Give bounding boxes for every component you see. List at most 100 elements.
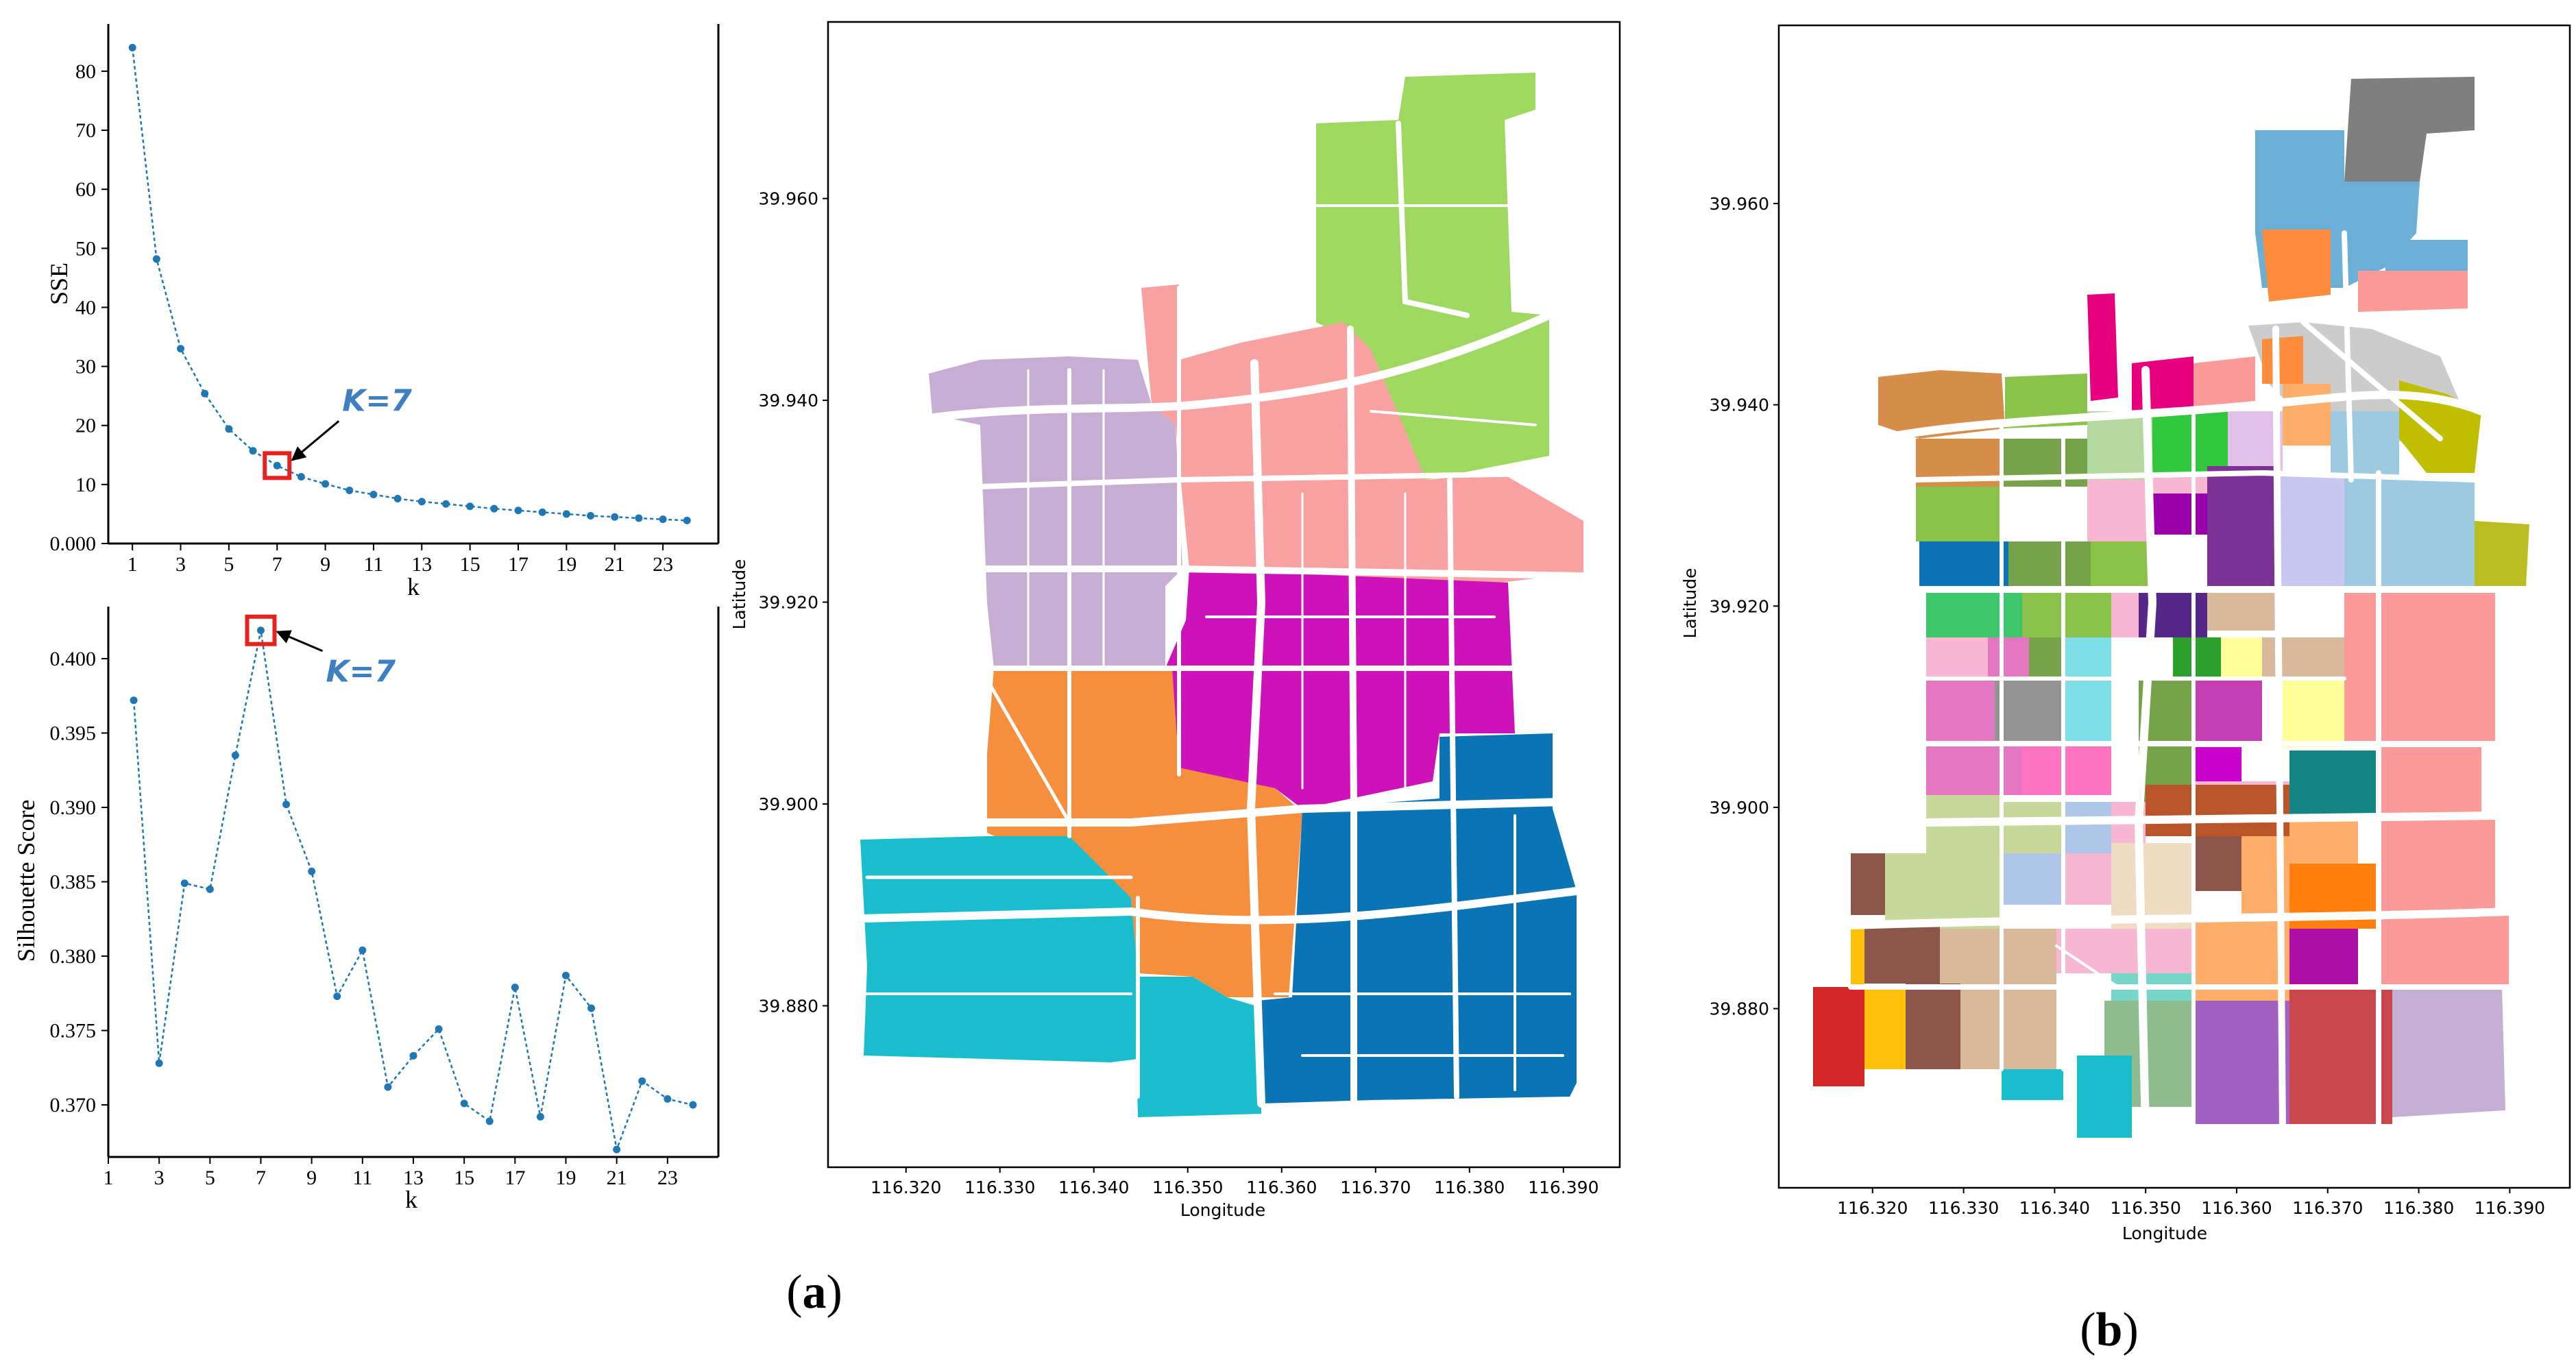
sil-x-tick-label: 19	[556, 1167, 576, 1189]
map-b-district-14	[2087, 411, 2152, 480]
map-b-district-65	[1851, 853, 1885, 915]
sse-data-point	[683, 516, 691, 524]
sil-data-point	[231, 751, 239, 759]
sse-data-point	[369, 491, 378, 499]
sse-y-axis-label: SSE	[45, 263, 73, 305]
map-a-x-tick-label: 116.330	[964, 1178, 1035, 1197]
map-b-district-83	[1864, 987, 1906, 1069]
map-b-district-18	[2331, 411, 2399, 480]
map-b-district-39	[2262, 637, 2344, 679]
sil-x-tick-label: 3	[154, 1167, 165, 1189]
sil-x-axis-label: k	[405, 1186, 417, 1213]
sse-x-tick-label: 23	[653, 553, 673, 576]
map-b: 116.320 116.330 116.340 116.350 116.360 116.3…	[1680, 24, 2571, 1243]
sse-x-tick-label: 3	[175, 553, 186, 576]
sse-data-point	[417, 498, 426, 506]
map-b-district-32	[2207, 589, 2276, 631]
sse-data-point	[538, 508, 546, 516]
sil-y-tick-label: 0.380	[50, 945, 97, 968]
panel-a-label: (a)	[786, 1266, 842, 1319]
map-a-y-tick-label: 39.880	[759, 996, 818, 1016]
sil-data-point	[485, 1117, 494, 1125]
map-b-district-69	[2111, 843, 2194, 929]
map-a-x-tick-label: 116.390	[1528, 1178, 1599, 1197]
map-b-district-88	[2289, 987, 2392, 1124]
map-b-x-tick-label: 116.360	[2201, 1198, 2272, 1218]
sse-data-point	[321, 480, 330, 488]
panel-a-label-letter: a	[803, 1266, 827, 1319]
map-a-district-cyan	[860, 836, 1138, 1062]
map-b-district-73	[1858, 925, 1940, 984]
sse-x-tick-label: 15	[460, 553, 481, 576]
map-b-x-tick-label: 116.330	[1928, 1198, 1999, 1218]
sse-x-axis-label: k	[407, 573, 420, 600]
sse-x-tick-label: 11	[364, 553, 384, 576]
map-b-districts	[1813, 77, 2529, 1138]
sil-data-point	[511, 984, 519, 992]
map-b-x-tick-label: 116.390	[2475, 1198, 2545, 1218]
sse-y-tick-label: 70	[75, 119, 96, 142]
map-b-y-tick-label: 39.920	[1710, 596, 1769, 616]
map-b-district-29	[1919, 541, 2008, 589]
sse-series-line	[131, 47, 688, 522]
map-a-x-tick-label: 116.370	[1340, 1178, 1411, 1197]
silhouette-chart: 1 3 5 7 9 11 13 15 17 19 21 230.3700.3750.3800.3850…	[12, 607, 720, 1213]
map-a-district-green	[1316, 73, 1549, 480]
sse-data-point	[466, 502, 474, 511]
map-b-district-41	[1988, 637, 2029, 679]
sse-data-point	[177, 345, 185, 353]
sil-data-point	[638, 1077, 646, 1085]
map-b-district-89	[2392, 987, 2505, 1117]
map-b-district-16	[2228, 411, 2283, 473]
sse-data-point	[345, 486, 354, 494]
map-b-x-axis-label: Longitude	[2122, 1223, 2207, 1243]
map-a-district-blue	[1258, 733, 1577, 1103]
sse-x-tick-label: 7	[272, 553, 282, 576]
map-b-district-60	[2063, 802, 2111, 853]
sil-x-tick-label: 9	[306, 1167, 317, 1189]
map-b-district-85	[1960, 990, 2056, 1069]
sse-y-tick-label: 40	[75, 296, 96, 319]
map-a-x-tick-label: 116.360	[1246, 1178, 1317, 1197]
map-b-district-48	[2139, 679, 2194, 744]
sil-data-point	[664, 1095, 672, 1103]
sse-x-tick-label: 9	[320, 553, 330, 576]
map-b-district-35	[2022, 589, 2111, 637]
sil-y-tick-label: 0.370	[50, 1094, 97, 1117]
sse-data-point	[587, 512, 595, 520]
sse-data-point	[490, 504, 498, 513]
sse-data-point	[297, 473, 305, 481]
panel-a-label-open: (	[786, 1266, 802, 1319]
sil-data-point	[384, 1083, 392, 1091]
map-a-district-lilac	[929, 356, 1182, 668]
map-b-district-80	[2289, 929, 2358, 987]
sil-annotation-arrow	[276, 630, 324, 652]
sse-y-tick-label: 60	[75, 178, 96, 201]
map-a-y-tick-label: 39.900	[759, 794, 818, 814]
sse-y-tick-label: 50	[75, 237, 96, 260]
sil-y-axis-label: Silhouette Score	[12, 800, 40, 962]
map-b-district-5	[2358, 271, 2468, 312]
map-b-district-70	[2194, 836, 2241, 891]
map-b-district-42	[2029, 637, 2063, 679]
map-a-x-tick-label: 116.340	[1058, 1178, 1129, 1197]
sil-data-point	[180, 879, 189, 888]
sil-y-tick-label: 0.385	[50, 871, 97, 894]
map-b-x-tick-label: 116.320	[1837, 1198, 1908, 1218]
sse-y-tick-label: 10	[75, 474, 96, 496]
sil-data-point	[257, 626, 265, 635]
map-b-y-tick-label: 39.880	[1710, 999, 1769, 1019]
sse-data-point	[201, 389, 209, 398]
sil-x-tick-label: 11	[352, 1167, 372, 1189]
sse-annotation-label: K=7	[342, 383, 412, 418]
sil-k7-highlight-box	[245, 614, 277, 646]
sil-data-point	[130, 696, 138, 705]
sil-data-point	[282, 801, 291, 809]
sse-y-tick-label: 0.000	[50, 533, 97, 555]
map-b-district-34	[1926, 589, 2022, 637]
map-b-district-54	[2194, 747, 2241, 781]
map-b-x-tick-label: 116.380	[2383, 1198, 2454, 1218]
sse-data-point	[659, 515, 667, 524]
map-b-district-21	[1916, 439, 2002, 487]
map-b-y-tick-label: 39.900	[1710, 798, 1769, 818]
